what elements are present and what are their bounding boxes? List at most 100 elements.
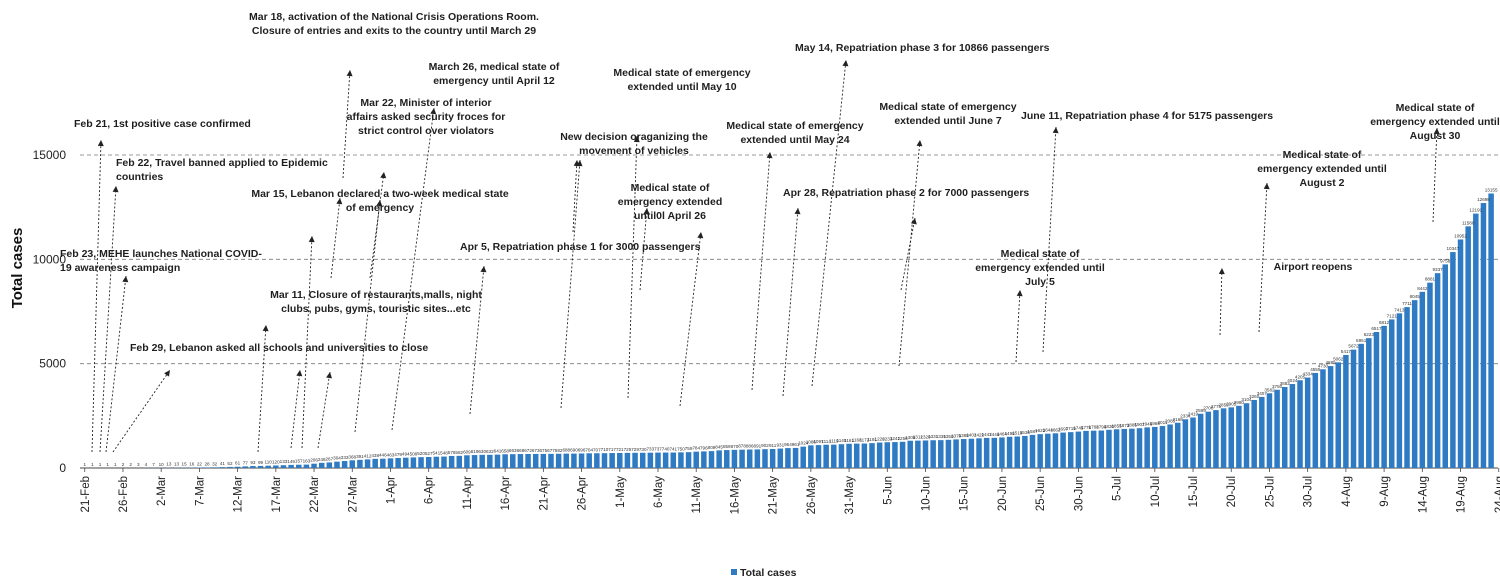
data-label: 1644 <box>1043 428 1054 433</box>
bar <box>731 449 738 468</box>
annotation-text: Airport reopens <box>1274 261 1353 273</box>
annotation-text: Medical state of emergency <box>879 101 1016 113</box>
bar <box>387 458 394 468</box>
x-tick-label: 11-May <box>691 476 703 514</box>
bar <box>930 440 936 468</box>
annotation-arrow-line <box>99 185 117 453</box>
annotation-may10: Medical state of emergency extended until… <box>613 67 750 93</box>
data-label: 641 <box>494 449 502 454</box>
bar <box>922 440 929 468</box>
bar <box>1067 432 1074 468</box>
data-label: 3407 <box>1257 391 1268 396</box>
annotation-arrowhead <box>112 186 119 193</box>
data-label: 1350 <box>943 434 954 439</box>
data-label: 911 <box>769 443 777 448</box>
annotation-text: of emergency <box>346 202 414 214</box>
annotation-arrowhead <box>296 370 303 377</box>
bar <box>693 451 699 468</box>
bar <box>349 460 356 468</box>
bar <box>670 452 677 468</box>
data-label: 3882 <box>1280 381 1291 386</box>
data-label: 740 <box>662 447 670 452</box>
annotation-may24: Medical state of emergency extended until… <box>726 120 863 146</box>
annotation-arrow-line <box>1432 127 1438 223</box>
bar <box>380 458 386 468</box>
annotation-newdec: New decision oraganizing the movement of … <box>560 131 708 157</box>
annotation-arrow-line <box>330 197 341 279</box>
data-label: 1402 <box>966 433 977 438</box>
data-label: 508 <box>410 451 418 456</box>
bar <box>1060 432 1066 468</box>
annotation-feb21: Feb 21, 1st positive case confirmed <box>74 118 251 130</box>
x-axis: 21-Feb 26-Feb 2-Mar 7-Mar 12-Mar 17-Mar 22-Mar… <box>80 468 1500 514</box>
data-label: 463 <box>387 452 395 457</box>
data-label: 5672 <box>1348 344 1359 349</box>
bar <box>1037 434 1043 468</box>
y-tick-label: 0 <box>59 461 66 475</box>
annotation-arrowhead <box>326 372 332 379</box>
annotation-arrow-line <box>811 59 847 387</box>
annotation-mar11: Mar 11, Closure of restaurants,malls, ni… <box>270 289 482 315</box>
bar <box>1121 428 1127 468</box>
annotations: Feb 21, 1st positive case confirmed Feb 2… <box>60 11 1500 354</box>
x-tick-label: 12-Mar <box>233 476 245 513</box>
annotation-arrowhead <box>164 370 170 377</box>
annotation-arrowhead <box>794 208 801 215</box>
annotation-aug2: Medical state of emergency extended until… <box>1257 149 1387 189</box>
annotation-text: Mar 15, Lebanon declared a two-week medi… <box>251 188 509 200</box>
x-tick-label: 21-Feb <box>80 476 92 512</box>
x-tick-label: 2-Mar <box>156 476 168 506</box>
annotation-text: Medical state of emergency <box>726 120 863 132</box>
data-label: 1464 <box>997 431 1008 436</box>
bar <box>609 453 615 468</box>
data-label: 1 <box>91 462 94 467</box>
data-label: 870 <box>731 444 739 449</box>
annotation-text: May 14, Repatriation phase 3 for 10866 p… <box>795 42 1050 54</box>
annotation-arrowhead <box>633 136 640 143</box>
data-label: 931 <box>776 443 784 448</box>
data-label: 11580 <box>1462 220 1475 225</box>
data-label: 10 <box>159 462 165 467</box>
bar <box>1442 264 1448 468</box>
bar <box>754 449 761 468</box>
annotation-arrowhead <box>480 266 487 273</box>
data-label: 494 <box>402 452 410 457</box>
data-label: 2168 <box>1173 417 1184 422</box>
x-tick-label: 6-Apr <box>424 476 436 504</box>
data-label: 1830 <box>1104 424 1115 429</box>
x-tick-label: 11-Apr <box>462 476 474 510</box>
data-label: 3582 <box>1264 387 1275 392</box>
annotation-arrowhead <box>1052 127 1059 134</box>
bar <box>1006 436 1013 468</box>
bar <box>915 440 921 468</box>
annotation-mar22: Mar 22, Minister of interior affairs aske… <box>347 97 506 137</box>
bar <box>999 437 1005 468</box>
bar <box>808 445 814 468</box>
data-label: 725 <box>624 447 632 452</box>
y-tick-label: 10000 <box>33 252 67 266</box>
x-tick-label: 1-May <box>615 476 627 508</box>
annotation-mar18: Mar 18, activation of the National Crisi… <box>249 11 539 37</box>
annotation-arrow-line <box>627 135 638 399</box>
bar <box>1281 387 1288 468</box>
data-label: 582 <box>455 450 463 455</box>
bar <box>326 462 333 468</box>
data-label: 902 <box>761 443 769 448</box>
data-label: 5951 <box>1356 338 1367 343</box>
data-label: 668 <box>517 448 525 453</box>
bar <box>769 448 776 468</box>
data-label: 1370 <box>951 433 962 438</box>
data-label: 4205 <box>1295 374 1306 379</box>
bar <box>1029 434 1036 468</box>
bar <box>525 453 531 468</box>
annotation-arrowhead <box>1263 183 1270 190</box>
y-tick-label: 15000 <box>33 148 67 162</box>
annotation-text: emergency extended until <box>1370 116 1500 128</box>
data-label: 2775 <box>1211 404 1222 409</box>
annotation-arrow-line <box>560 159 581 409</box>
x-tick-label: 16-May <box>729 476 741 515</box>
bar <box>1174 422 1181 468</box>
bar <box>739 449 745 468</box>
data-label: 658 <box>501 448 509 453</box>
data-label: 2980 <box>1234 400 1245 405</box>
